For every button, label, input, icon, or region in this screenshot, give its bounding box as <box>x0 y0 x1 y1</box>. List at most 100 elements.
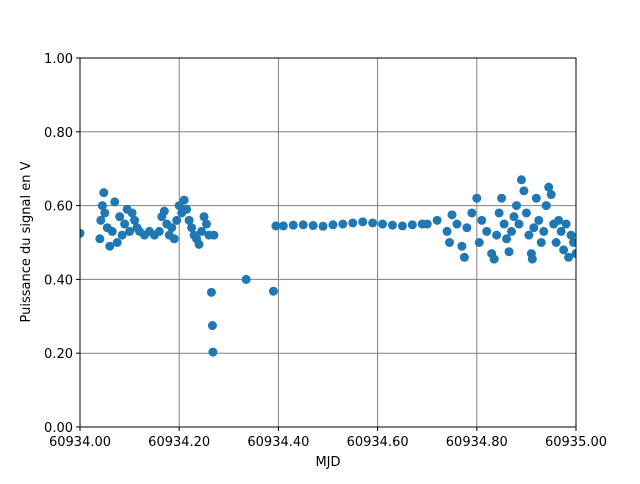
point <box>288 220 298 230</box>
point <box>534 215 544 225</box>
point <box>241 274 251 284</box>
point <box>278 221 288 231</box>
y-tick-label: 0.80 <box>44 126 73 141</box>
point <box>298 220 308 230</box>
point <box>511 201 521 211</box>
point <box>201 219 211 229</box>
point <box>514 219 524 229</box>
point <box>308 221 318 231</box>
x-tick-label: 60934.80 <box>446 435 508 450</box>
point <box>527 254 537 264</box>
point <box>529 223 539 233</box>
plot-frame <box>79 57 577 428</box>
point <box>207 321 217 331</box>
y-tick-label: 0.60 <box>44 200 73 215</box>
y-tick-label: 0.00 <box>44 421 73 436</box>
point <box>544 182 554 192</box>
point <box>159 206 169 216</box>
point <box>117 230 127 240</box>
point <box>387 220 397 230</box>
points <box>80 175 576 357</box>
point <box>447 210 457 220</box>
point <box>457 241 467 251</box>
point <box>482 226 492 236</box>
point <box>208 347 218 357</box>
point <box>531 193 541 203</box>
point <box>539 226 549 236</box>
y-tick-label: 0.40 <box>44 273 73 288</box>
point <box>348 218 358 228</box>
x-tick-label: 60934.20 <box>148 435 210 450</box>
point <box>397 221 407 231</box>
x-tick-label: 60935.00 <box>545 435 607 450</box>
grid <box>79 57 577 428</box>
point <box>96 215 106 225</box>
point <box>127 208 137 218</box>
point <box>167 223 177 233</box>
point <box>187 223 197 233</box>
point <box>194 239 204 249</box>
point <box>494 208 504 218</box>
point <box>499 219 509 229</box>
point <box>358 217 368 227</box>
point <box>271 221 281 231</box>
point <box>107 226 117 236</box>
y-axis-label: Puissance du signal en V <box>19 161 34 322</box>
point <box>130 215 140 225</box>
point <box>338 219 348 229</box>
y-tick-label: 1.00 <box>44 52 73 67</box>
y-tick-label: 0.20 <box>44 347 73 362</box>
x-tick-label: 60934.60 <box>347 435 409 450</box>
point <box>569 238 576 247</box>
point <box>184 215 194 225</box>
point <box>199 212 209 222</box>
point <box>442 226 452 236</box>
point <box>509 212 519 222</box>
point <box>154 226 164 236</box>
x-axis-label: MJD <box>315 455 340 470</box>
point <box>556 226 566 236</box>
point <box>519 186 529 196</box>
point <box>467 208 477 218</box>
point <box>80 228 85 238</box>
point <box>536 238 546 247</box>
point <box>551 238 561 247</box>
point <box>197 226 207 236</box>
point <box>474 238 484 247</box>
point <box>125 226 135 236</box>
point <box>110 197 120 207</box>
point <box>368 218 378 228</box>
point <box>504 247 514 257</box>
point <box>169 234 179 244</box>
point <box>182 204 192 214</box>
x-tick-label: 60934.40 <box>247 435 309 450</box>
point <box>492 230 502 240</box>
point <box>445 238 455 247</box>
point <box>559 245 569 255</box>
point <box>432 215 442 225</box>
point <box>206 287 216 297</box>
point <box>566 230 576 240</box>
point <box>561 219 571 229</box>
point <box>100 208 110 218</box>
point <box>422 219 432 229</box>
point <box>328 220 338 230</box>
point <box>564 252 574 262</box>
point <box>502 234 512 244</box>
point <box>95 234 105 244</box>
point <box>516 175 526 185</box>
point <box>99 188 109 198</box>
point <box>571 249 576 259</box>
point <box>112 238 122 247</box>
point <box>179 195 189 205</box>
point <box>105 241 115 251</box>
point <box>172 215 182 225</box>
point <box>462 223 472 233</box>
point <box>378 219 388 229</box>
point <box>521 208 531 218</box>
point <box>97 201 107 211</box>
point <box>115 212 125 222</box>
point <box>268 286 278 296</box>
